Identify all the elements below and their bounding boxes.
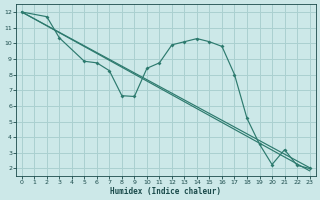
X-axis label: Humidex (Indice chaleur): Humidex (Indice chaleur): [110, 187, 221, 196]
